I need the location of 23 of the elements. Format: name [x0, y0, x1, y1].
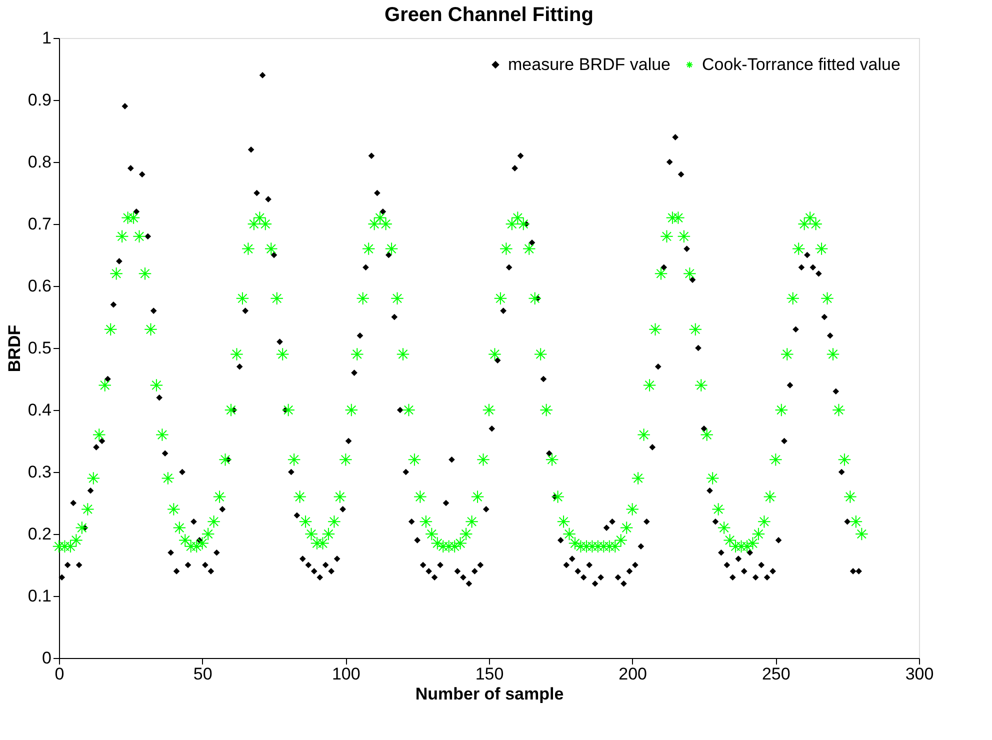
y-tick-label: 0.2 — [28, 524, 52, 544]
y-tick-label: 0.8 — [28, 152, 52, 172]
y-tick-label: 0.9 — [28, 90, 52, 110]
y-tick-label: 0 — [42, 648, 52, 668]
y-tick-label: 0.4 — [28, 400, 52, 420]
y-tick-label: 0.1 — [28, 586, 52, 606]
x-tick-label: 150 — [475, 664, 504, 684]
x-tick-label: 100 — [332, 664, 360, 684]
x-tick-label: 300 — [905, 664, 934, 684]
x-tick-label: 0 — [54, 664, 64, 684]
x-axis-title: Number of sample — [415, 684, 564, 704]
y-tick-label: 0.7 — [28, 214, 52, 234]
y-tick-label: 1 — [42, 28, 52, 48]
x-tick-label: 250 — [762, 664, 790, 684]
x-tick-label: 50 — [193, 664, 212, 684]
legend-label: measure BRDF value — [508, 54, 671, 74]
chart-title: Green Channel Fitting — [384, 4, 594, 26]
y-tick-label: 0.3 — [28, 462, 52, 482]
y-tick-label: 0.5 — [28, 338, 52, 358]
y-tick-label: 0.6 — [28, 276, 52, 296]
x-tick-label: 200 — [618, 664, 648, 684]
legend-label: Cook-Torrance fitted value — [702, 54, 900, 74]
y-axis-title: BRDF — [4, 324, 24, 372]
